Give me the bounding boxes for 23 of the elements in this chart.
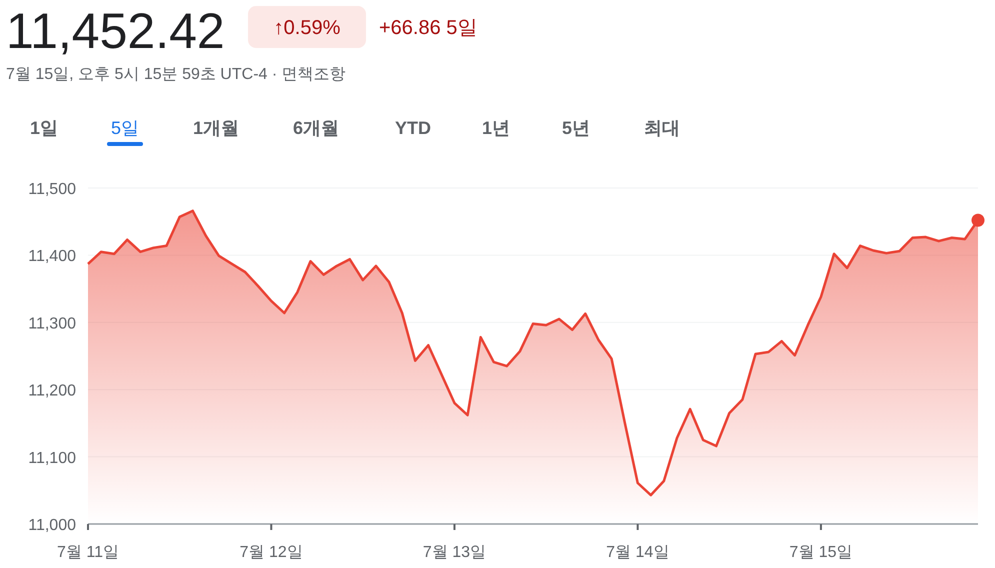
text: 1개월: [192, 118, 240, 138]
x-tick-label: 7월 15일: [789, 544, 853, 561]
text: ↑0.59%: [274, 17, 341, 39]
text: 5년: [562, 118, 590, 138]
chart-title: 11,452.42: [6, 3, 225, 59]
text: 5일: [110, 118, 140, 138]
text: 6개월: [292, 118, 340, 138]
x-tick-label: 7월 14일: [606, 544, 670, 561]
text: +66.86 5일: [379, 17, 478, 39]
text: 최대: [644, 118, 680, 138]
y-tick-label: 11,300: [28, 315, 76, 332]
y-tick-label: 11,400: [28, 248, 76, 266]
y-tick-label: 11,500: [28, 181, 76, 198]
y-tick-label: 11,100: [28, 450, 76, 467]
text: 1년: [482, 118, 510, 138]
x-tick-label: 7월 13일: [422, 544, 486, 561]
y-tick-label: 11,000: [28, 517, 76, 534]
y-tick-label: 11,200: [28, 382, 76, 400]
x-tick-label: 7월 12일: [240, 544, 303, 561]
text: YTD: [395, 118, 431, 138]
text: 1일: [30, 118, 58, 138]
x-tick-label: 7월 11일: [57, 544, 119, 561]
chart-subtitle: 7월 15일, 오후 5시 15분 59초 UTC-4 · 면책조항: [6, 66, 346, 83]
